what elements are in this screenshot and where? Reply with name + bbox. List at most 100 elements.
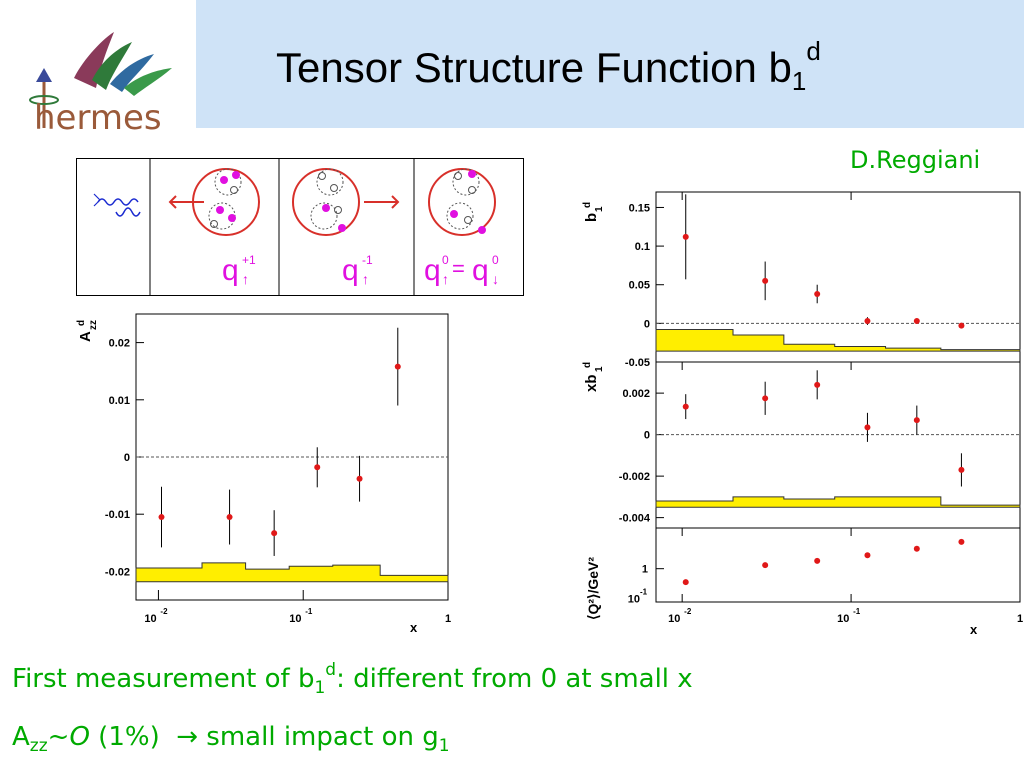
line1-post: : different from 0 at small x — [336, 664, 693, 694]
azz-data-point — [226, 514, 233, 521]
xb1-data-point — [682, 403, 689, 410]
b1-ylabel-main: b — [583, 213, 600, 222]
xb1-ytick-label: -0.004 — [619, 513, 651, 525]
line2-post: small impact on g — [198, 722, 439, 752]
q-arrow-down-icon-4: ↓ — [492, 271, 499, 287]
b1-yticks: 0.15 0.1 0.05 0 -0.05 0.002 0 -0.002 -0.004 1 10-1 — [619, 202, 1020, 605]
q-label-1: q — [222, 254, 239, 287]
azz-data-point — [158, 514, 165, 521]
deuteron-state-zero — [428, 168, 496, 236]
logo-wing-1 — [74, 32, 114, 88]
azz-xtick-label: 10 — [289, 613, 301, 625]
q-sup-1: +1 — [242, 253, 256, 267]
xb1-panel-label: xb 1 d — [582, 362, 605, 392]
conclusion-line-1: First measurement of b1d: different from… — [12, 660, 693, 698]
q2-data-point — [958, 538, 965, 545]
b1-xtick-label: 1 — [1017, 613, 1023, 625]
b1-xticks: 10 -2 10 -1 1 — [668, 192, 1023, 625]
b1-xlabel: x — [970, 622, 978, 637]
xb1-ytick-label: 0 — [644, 430, 650, 442]
azz-band-shape — [135, 562, 449, 583]
q2-data-point — [913, 545, 920, 552]
arrow-left-icon — [168, 195, 204, 209]
xb1-data-point — [958, 466, 965, 473]
q-label-4: q — [472, 254, 489, 287]
line1-sup: d — [325, 660, 337, 680]
b1-band-shape — [655, 329, 1021, 352]
xb1-ytick-label: 0.002 — [622, 388, 650, 400]
b1-panel-label: b 1 d — [582, 202, 605, 222]
azz-data-point — [356, 475, 363, 482]
equals-sign: = — [452, 256, 465, 281]
azz-ylabel-main: A — [77, 331, 94, 342]
logo-text: hermes — [34, 98, 162, 138]
q2-data-point — [864, 552, 871, 559]
spin-diagram: q +1 ↑ q -1 ↑ q 0 ↑ = q 0 ↓ — [76, 158, 524, 296]
b1-data-point — [913, 318, 920, 325]
azz-xlabel: x — [410, 620, 418, 635]
b1-points — [682, 194, 965, 586]
line2-tilde: ~ — [47, 722, 70, 752]
azz-ytick-label: 0.02 — [109, 338, 130, 350]
b1-xtick-exp: -2 — [684, 607, 692, 616]
arrow-right-icon: → — [176, 722, 199, 752]
deuteron-state-plus1 — [168, 168, 260, 236]
azz-ytick-label: -0.02 — [105, 566, 130, 578]
line2-O: O — [69, 722, 90, 752]
conclusion-line-2: Azz~O (1%) → small impact on g1 — [12, 722, 450, 756]
q2-ytick-label: 10 — [628, 593, 640, 605]
xb1-ylabel-main: xb — [583, 374, 600, 392]
logo-wing-3 — [110, 54, 154, 92]
azz-ytick-label: 0 — [124, 452, 130, 464]
azz-ylabel: A zz d — [76, 320, 99, 342]
xb1-data-point — [814, 381, 821, 388]
b1-data-point — [762, 277, 769, 284]
b1-plot: b 1 d xb 1 d ⟨Q²⟩/GeV² 0.150.10.050-0.05… — [582, 191, 1023, 637]
q2-data-point — [682, 579, 689, 586]
q2-ytick-label: 1 — [642, 564, 648, 576]
b1-xtick-label: 10 — [837, 613, 849, 625]
line1-text: First measurement of b — [12, 664, 315, 694]
photon-icon — [93, 193, 141, 217]
slide-title: Tensor Structure Function b1d — [276, 36, 821, 97]
q2-ylabel: ⟨Q²⟩/GeV² — [585, 557, 601, 620]
line2-a: A — [12, 722, 30, 752]
azz-data-point — [394, 363, 401, 370]
azz-ylabel-sup: d — [76, 320, 87, 326]
b1-ytick-label: 0.15 — [629, 202, 650, 214]
xb1-ylabel-sub: 1 — [594, 366, 605, 372]
author-name: D.Reggiani — [850, 146, 981, 174]
b1-ylabel-sup: d — [582, 202, 593, 208]
logo-ring — [29, 95, 59, 105]
q-sup-4: 0 — [492, 253, 499, 267]
azz-syst-band — [135, 562, 449, 583]
logo-arrow-icon — [36, 68, 52, 82]
b1-ylabel-sub: 1 — [594, 206, 605, 212]
b1-xtick-label: 10 — [668, 613, 680, 625]
q-arrow-up-icon-3: ↑ — [442, 271, 449, 287]
b1-data-point — [682, 233, 689, 240]
xb1-band-shape — [655, 496, 1021, 508]
line2-mid: (1%) — [89, 722, 177, 752]
q-label-3: q — [424, 254, 441, 287]
q-label-2: q — [342, 254, 359, 287]
q2-ytick-label: -1 — [640, 587, 648, 596]
q2-panel-frame — [655, 527, 1021, 603]
q2-data-point — [814, 557, 821, 564]
xb1-data-point — [864, 424, 871, 431]
line2-sub: zz — [29, 736, 48, 756]
q-sup-2: -1 — [362, 253, 373, 267]
hermes-logo — [29, 32, 172, 128]
deuteron-state-minus1 — [292, 168, 400, 236]
line2-gsub: 1 — [438, 736, 450, 756]
title-sup: d — [806, 36, 821, 66]
azz-xtick-exp: -2 — [160, 607, 168, 616]
b1-ytick-label: 0.05 — [629, 280, 650, 292]
xb1-ylabel-sup: d — [582, 362, 593, 368]
azz-yticks: 0.02 0.01 0 -0.01 -0.02 — [105, 338, 448, 578]
b1-ytick-label: 0 — [644, 318, 650, 330]
azz-ylabel-sub: zz — [88, 320, 99, 330]
b1-data-point — [814, 291, 821, 297]
arrow-right-icon — [364, 195, 400, 209]
q2-data-point — [762, 562, 769, 569]
